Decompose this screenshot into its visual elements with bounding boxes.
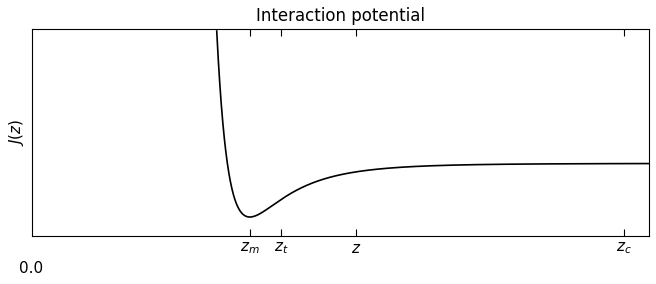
Text: 0.0: 0.0 [20, 261, 43, 275]
Title: Interaction potential: Interaction potential [256, 7, 425, 25]
Y-axis label: $J(z)$: $J(z)$ [7, 119, 26, 146]
